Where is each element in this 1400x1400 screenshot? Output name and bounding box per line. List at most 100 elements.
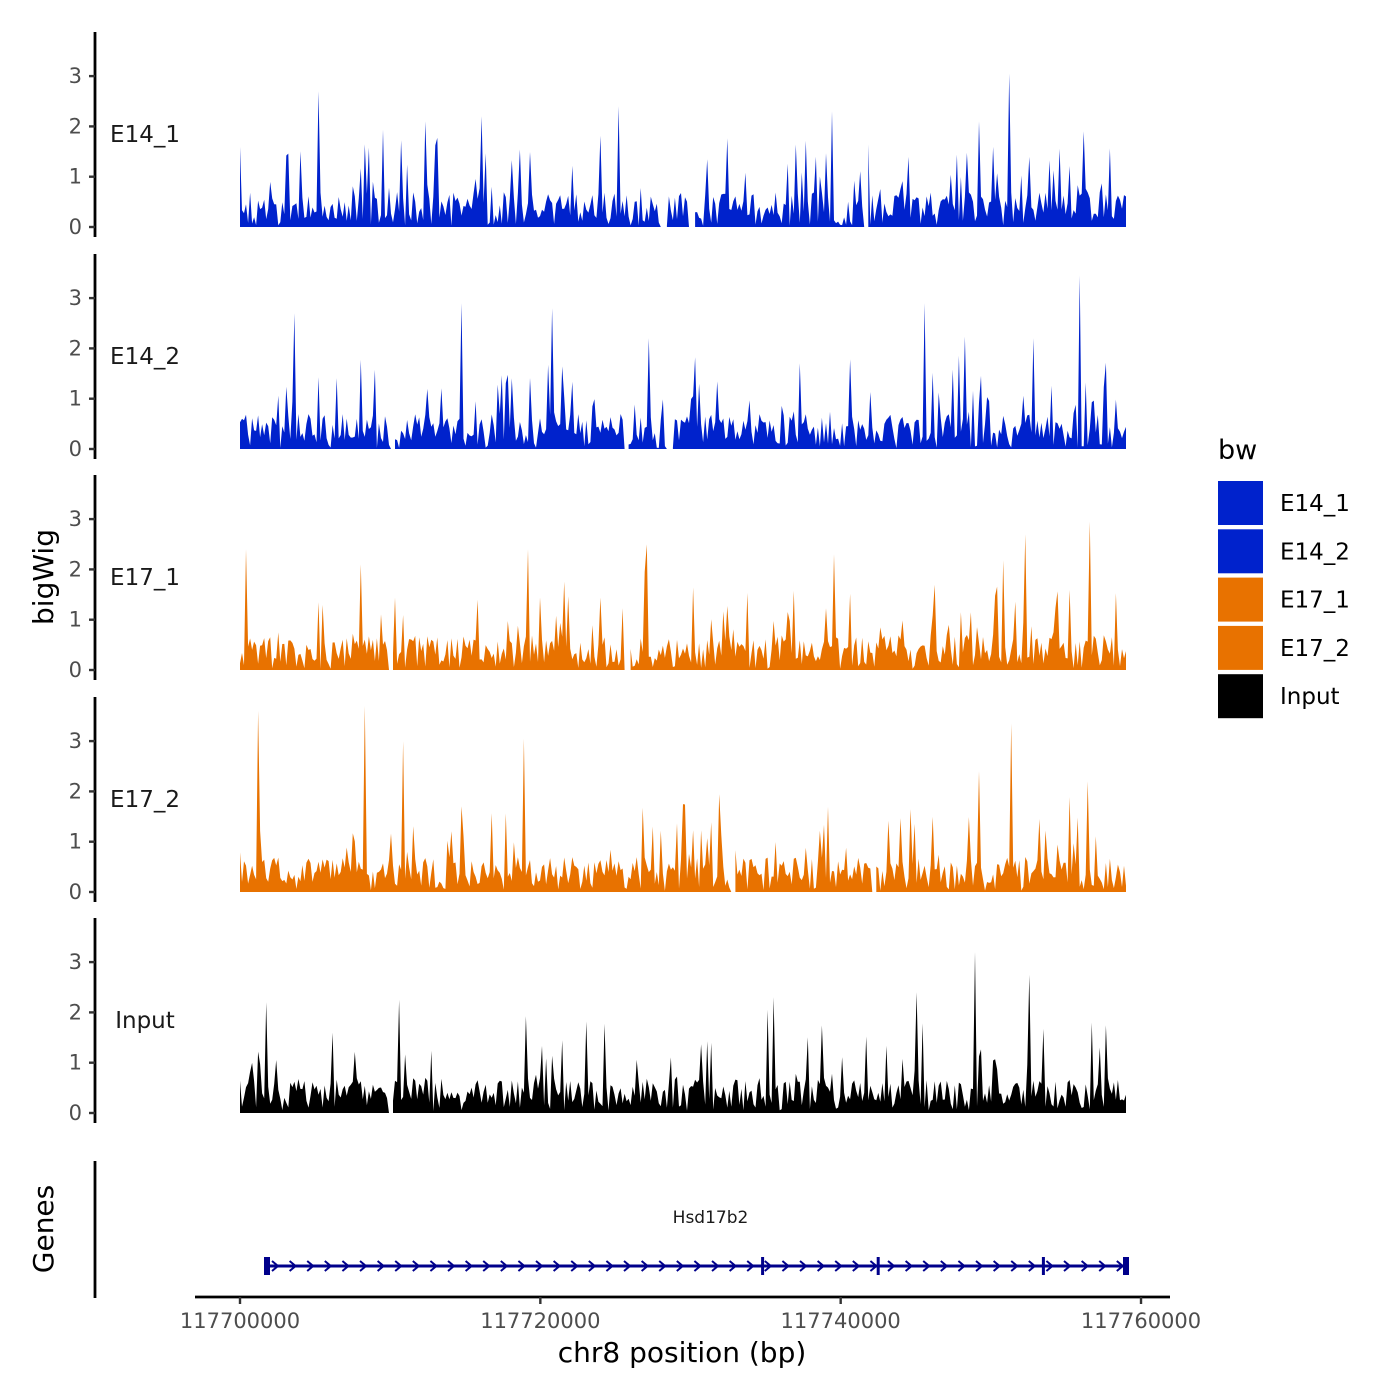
legend-label: E17_2 [1280,636,1350,662]
strand-arrow [412,1260,421,1272]
strand-arrow [588,1260,597,1272]
legend: bw E14_1 E14_2 E17_1 E17_2 Input [1218,435,1350,719]
strand-arrow [922,1260,931,1272]
exon [1041,1257,1045,1275]
strand-arrow [746,1260,755,1272]
gene-hsd17b2: Hsd17b2 [264,1208,1129,1275]
coverage-area [240,705,1126,892]
y-tick-label: 2 [69,1000,82,1024]
strand-arrow [852,1260,861,1272]
x-tick-label: 117760000 [1081,1309,1201,1333]
strand-arrow [1045,1260,1054,1272]
gene-name-label: Hsd17b2 [673,1208,749,1228]
legend-label: Input [1280,684,1340,710]
track-e14-2: 0 1 2 3 E14_2 [69,254,1126,461]
strand-arrow [1098,1260,1107,1272]
strand-arrow [1080,1260,1090,1272]
strand-arrow [816,1260,826,1272]
exon [761,1257,765,1275]
legend-swatch [1218,529,1263,574]
y-tick-label: 1 [69,1051,82,1075]
strand-arrow [447,1260,456,1272]
y-tick-label: 2 [69,336,82,360]
strand-arrow [887,1260,896,1272]
strand-arrow [623,1260,632,1272]
track-label: E17_2 [110,787,180,813]
legend-label: E17_1 [1280,588,1350,614]
strand-arrow [957,1260,966,1272]
strand-arrow [975,1260,984,1272]
strand-arrow [341,1260,350,1272]
exon [264,1257,270,1275]
strand-arrow [799,1260,808,1272]
y-tick-label: 3 [69,286,82,310]
strand-arrow [324,1260,333,1272]
strand-arrow [940,1260,949,1272]
strand-arrow [658,1260,667,1272]
y-tick-label: 0 [69,658,82,682]
strand-arrow [869,1260,878,1272]
y-tick-label: 1 [69,608,82,632]
strand-arrow [693,1260,702,1272]
exon [876,1257,880,1275]
track-label: E14_2 [110,344,180,370]
coverage-area [240,521,1126,670]
strand-arrow [1063,1260,1072,1272]
y-tick-label: 3 [69,950,82,974]
genes-axis-title: Genes [27,1185,60,1273]
track-e17-2: 0 1 2 3 E17_2 [69,697,1126,904]
exon [1123,1257,1129,1275]
track-label: Input [115,1008,175,1034]
y-tick-label: 1 [69,830,82,854]
y-tick-label: 0 [69,215,82,239]
genes-panel: Hsd17b2 [93,1161,1129,1298]
strand-arrow [517,1260,526,1272]
strand-arrow [500,1260,509,1272]
strand-arrow [781,1260,790,1272]
legend-swatch [1218,674,1263,719]
strand-arrow [1116,1260,1125,1272]
strand-arrow [429,1260,438,1272]
legend-swatch [1218,577,1263,622]
strand-arrow [271,1260,280,1272]
y-tick-label: 2 [69,779,82,803]
y-tick-label: 0 [69,437,82,461]
strand-arrow [394,1260,403,1272]
strand-arrow [711,1260,720,1272]
strand-arrow [482,1260,491,1272]
strand-arrow [552,1260,562,1272]
strand-arrow [640,1260,650,1272]
strand-arrow [1028,1260,1037,1272]
coverage-tracks: 0 1 2 3 E14_1 0 1 2 3 E14_2 0 1 2 3 E17_1 0 1 2 3 E17_2 0 1 2 3… [69,32,1126,1125]
strand-arrow [676,1260,685,1272]
y-tick-label: 0 [69,880,82,904]
y-tick-label: 0 [69,1101,82,1125]
y-tick-label: 3 [69,729,82,753]
coverage-area [240,952,1126,1113]
y-tick-label: 1 [69,165,82,189]
strand-arrow [605,1260,614,1272]
legend-swatch [1218,625,1263,670]
coverage-area [240,275,1126,449]
y-tick-label: 3 [69,507,82,531]
strand-arrow [570,1260,579,1272]
x-axis-title: chr8 position (bp) [558,1336,807,1369]
strand-arrow [306,1260,315,1272]
strand-arrow [464,1260,474,1272]
strand-arrow [535,1260,544,1272]
strand-arrow [764,1260,773,1272]
strand-arrow [359,1260,368,1272]
x-tick-label: 117740000 [781,1309,901,1333]
x-axis: 117700000 117720000 117740000 117760000 [180,1295,1201,1333]
strand-arrow [834,1260,843,1272]
legend-swatch [1218,481,1263,525]
coverage-area [240,73,1126,227]
y-tick-label: 2 [69,557,82,581]
strand-arrow [728,1260,738,1272]
legend-label: E14_1 [1280,491,1350,517]
x-tick-label: 117720000 [480,1309,600,1333]
track-e14-1: 0 1 2 3 E14_1 [69,32,1126,239]
track-e17-1: 0 1 2 3 E17_1 [69,475,1126,682]
track-label: E14_1 [110,122,180,148]
